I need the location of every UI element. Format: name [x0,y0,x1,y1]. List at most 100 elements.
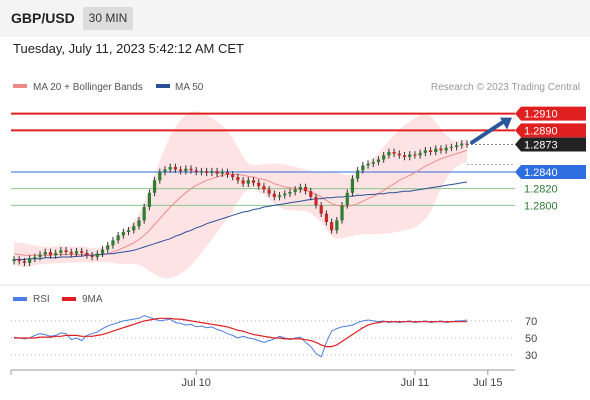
candle-body [168,167,172,170]
candle-body [173,167,178,170]
price-legend: MA 20 + Bollinger Bands MA 50 [13,82,204,93]
candle-body [163,169,167,172]
candle-body [460,143,464,146]
candle-body [246,180,250,184]
level-label-1.2873: 1.2873 [524,140,558,152]
candle-body [137,220,141,227]
candle-body [303,187,308,192]
rsi-tick-30: 30 [525,350,537,362]
candle-body [319,205,323,214]
candle-body [309,191,313,197]
timestamp: Tuesday, July 11, 2023 5:42:12 AM CET [13,41,244,56]
candle-body [69,252,73,254]
candle-body [85,252,89,256]
rsi-ma-legend-swatch [62,297,76,301]
candle-body [397,153,401,156]
candle-body [236,177,240,181]
candle-body [33,257,37,259]
candle-body [371,162,375,164]
candle-body [80,251,84,253]
level-label-1.2800: 1.2800 [524,200,558,212]
candle-body [189,168,193,171]
candle-body [418,152,422,156]
candle-body [449,147,453,148]
candle-body [314,197,318,206]
timeframe-button[interactable]: 30 MIN [83,7,133,30]
candle-body [179,169,183,172]
candle-body [225,172,230,175]
candle-body [439,148,443,151]
candle-body [106,245,110,250]
ma50-legend-label: MA 50 [175,82,204,93]
level-tag-1.2873 [515,137,586,152]
candle-body [283,193,287,196]
candle-body [356,170,360,179]
candle-body [121,232,125,236]
candle-body [465,143,469,145]
rsi-legend: RSI 9MA [13,294,103,305]
level-tag-1.2910 [515,106,586,121]
candle-body [43,252,47,255]
candle-body [28,258,32,263]
candle-body [152,180,157,193]
forecast-arrow [470,120,504,145]
candle-body [293,189,297,192]
candle-body [272,193,276,197]
candle-body [324,213,329,222]
candle-body [277,195,282,197]
candle-body [210,171,214,173]
candle-body [100,249,105,254]
candle-body [262,186,266,190]
candle-body [12,259,16,262]
candle-body [48,252,53,256]
candle-body [376,159,381,162]
ma20-legend-swatch [13,84,27,88]
candle-body [95,253,99,257]
candle-body [126,230,131,232]
candle-body [64,250,68,252]
candle-body [288,192,292,194]
rsi-legend-label: RSI [33,294,50,305]
candle-body [90,255,94,257]
candle-body [74,251,79,254]
level-label-1.2890: 1.2890 [524,125,558,137]
candle-body [257,182,261,187]
candle-body [402,155,407,157]
candle-body [184,168,188,172]
candle-body [454,145,459,147]
candle-body [38,254,42,257]
level-label-1.2910: 1.2910 [524,109,558,121]
candle-body [220,172,224,174]
candle-body [59,250,63,253]
ma50-line [14,181,468,260]
candle-body [205,171,209,173]
candle-body [17,259,21,262]
candle-body [132,226,136,231]
candle-body [392,152,396,154]
candle-body [413,154,417,156]
candle-body [267,189,271,194]
candle-body [361,165,365,171]
rsi-ma-legend-label: 9MA [82,294,103,305]
header-bar: GBP/USD 30 MIN [0,0,590,37]
candle-body [54,252,58,256]
candle-body [423,150,427,153]
candle-body [350,178,355,193]
ma50-legend-swatch [156,84,170,88]
level-label-1.2840: 1.2840 [524,167,558,179]
candle-body [335,220,339,231]
x-tick-label: Jul 11 [401,377,430,389]
x-tick-label: Jul 10 [182,377,211,389]
candle-body [251,180,256,183]
rsi-tick-70: 70 [525,316,537,328]
candle-body [444,147,448,151]
candle-body [22,261,27,263]
bollinger-band [14,111,467,279]
candle-body [116,235,120,241]
level-tag-1.2840 [515,165,586,179]
candle-body [142,207,146,221]
candle-body [428,150,433,152]
rsi-tick-50: 50 [525,333,537,345]
candle-body [158,172,162,181]
